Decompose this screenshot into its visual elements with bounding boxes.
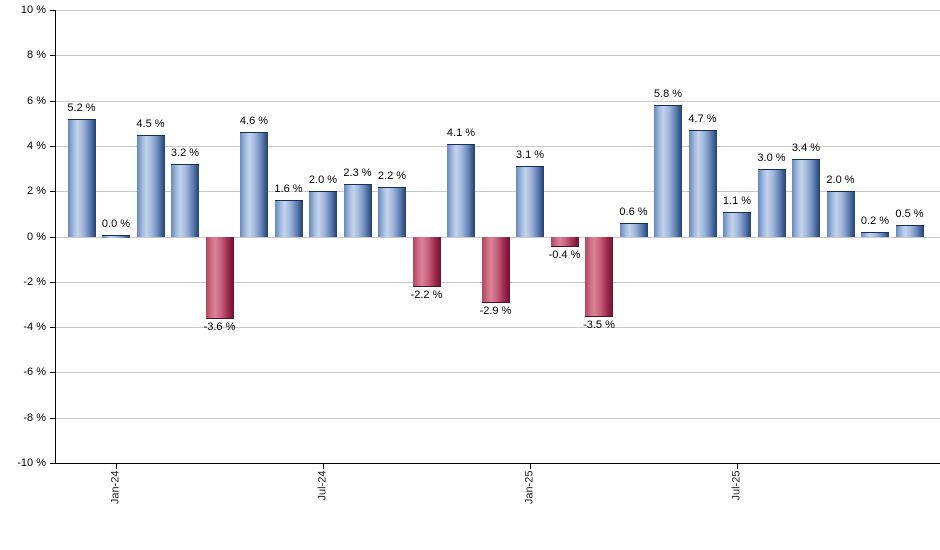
bar	[688, 130, 717, 238]
bar	[447, 143, 475, 238]
bar	[309, 191, 337, 238]
bar	[826, 191, 855, 238]
bar-value-label: 1.1 %	[722, 194, 752, 207]
bar	[67, 118, 96, 238]
bar-value-label: 2.2 %	[377, 169, 407, 182]
bar	[274, 200, 303, 238]
bar	[136, 134, 165, 238]
bar-value-label: 5.8 %	[653, 88, 683, 101]
gridline	[55, 145, 940, 147]
y-tick	[50, 236, 55, 238]
x-tick	[116, 463, 117, 469]
bar-value-label: 4.7 %	[688, 113, 717, 126]
x-tick	[323, 463, 324, 469]
gridline	[55, 372, 940, 374]
x-tick	[737, 463, 738, 469]
y-tick	[50, 327, 55, 329]
bar	[516, 166, 544, 238]
y-tick	[50, 145, 55, 147]
bar-value-label: 3.0 %	[757, 151, 786, 164]
y-tick-label: 8 %	[27, 49, 46, 62]
x-tick-label: Jan-25	[523, 470, 536, 504]
bar	[792, 159, 820, 238]
x-tick	[530, 463, 531, 469]
bar	[343, 184, 372, 238]
y-tick	[50, 463, 55, 464]
bar	[481, 236, 510, 304]
bar	[102, 235, 130, 238]
y-tick-label: 10 %	[20, 4, 46, 16]
bar-value-label: 3.1 %	[515, 149, 545, 162]
bar-value-label: -2.2 %	[410, 289, 443, 302]
bar-value-label: 3.4 %	[791, 142, 821, 155]
bar-value-label: -0.4 %	[548, 248, 581, 261]
bar	[895, 225, 924, 238]
bar-value-label: 0.2 %	[860, 214, 890, 227]
y-tick	[50, 100, 55, 102]
y-tick-label: 4 %	[27, 139, 46, 152]
y-tick	[50, 191, 55, 193]
bar	[861, 231, 889, 238]
y-axis	[55, 10, 56, 464]
bar	[205, 236, 234, 320]
bar-value-label: -3.5 %	[583, 318, 615, 331]
y-tick	[50, 10, 55, 11]
y-tick	[50, 417, 55, 419]
bar-value-label: -2.9 %	[479, 305, 512, 318]
y-tick-label: -4 %	[23, 321, 46, 334]
gridline	[55, 417, 940, 419]
gridline	[55, 10, 940, 11]
y-tick	[50, 281, 55, 283]
bar-value-label: -3.6 %	[203, 321, 236, 334]
x-tick-label: Jul-25	[730, 470, 743, 500]
x-tick-label: Jul-24	[316, 470, 329, 500]
bar	[378, 186, 406, 238]
bar	[723, 211, 751, 238]
bar-value-label: 5.2 %	[67, 101, 96, 114]
y-tick-label: 0 %	[27, 230, 46, 243]
y-tick-label: -8 %	[23, 411, 46, 424]
bar-value-label: 4.1 %	[446, 126, 476, 139]
x-tick-label: Jan-24	[109, 470, 122, 504]
bar-value-label: 1.6 %	[274, 183, 303, 196]
bar-value-label: 2.0 %	[308, 174, 338, 187]
bar	[654, 105, 682, 238]
gridline	[55, 191, 940, 193]
gridline	[55, 327, 940, 329]
bar-value-label: 0.0 %	[101, 218, 131, 230]
bar-value-label: 4.6 %	[239, 115, 269, 128]
gridline	[55, 100, 940, 102]
bar-value-label: 2.0 %	[826, 174, 855, 187]
y-tick	[50, 372, 55, 374]
bar	[585, 236, 613, 317]
x-axis	[55, 463, 940, 464]
bar	[240, 132, 268, 238]
bar	[550, 236, 579, 247]
y-tick-label: -6 %	[23, 366, 46, 379]
bar-value-label: 2.3 %	[343, 167, 372, 180]
gridline	[55, 55, 940, 57]
y-tick-label: -2 %	[23, 275, 46, 288]
y-tick-label: 6 %	[27, 94, 46, 107]
y-tick-label: 2 %	[27, 185, 46, 198]
bar-value-label: 4.5 %	[136, 117, 165, 130]
bar	[171, 164, 199, 238]
bar	[619, 222, 648, 238]
bar-value-label: 3.2 %	[170, 147, 200, 160]
bar	[757, 168, 786, 238]
y-tick	[50, 55, 55, 57]
bar	[412, 236, 441, 288]
bar-value-label: 0.6 %	[619, 205, 648, 218]
bar-value-label: 0.5 %	[895, 208, 924, 221]
y-tick-label: -10 %	[17, 457, 46, 469]
